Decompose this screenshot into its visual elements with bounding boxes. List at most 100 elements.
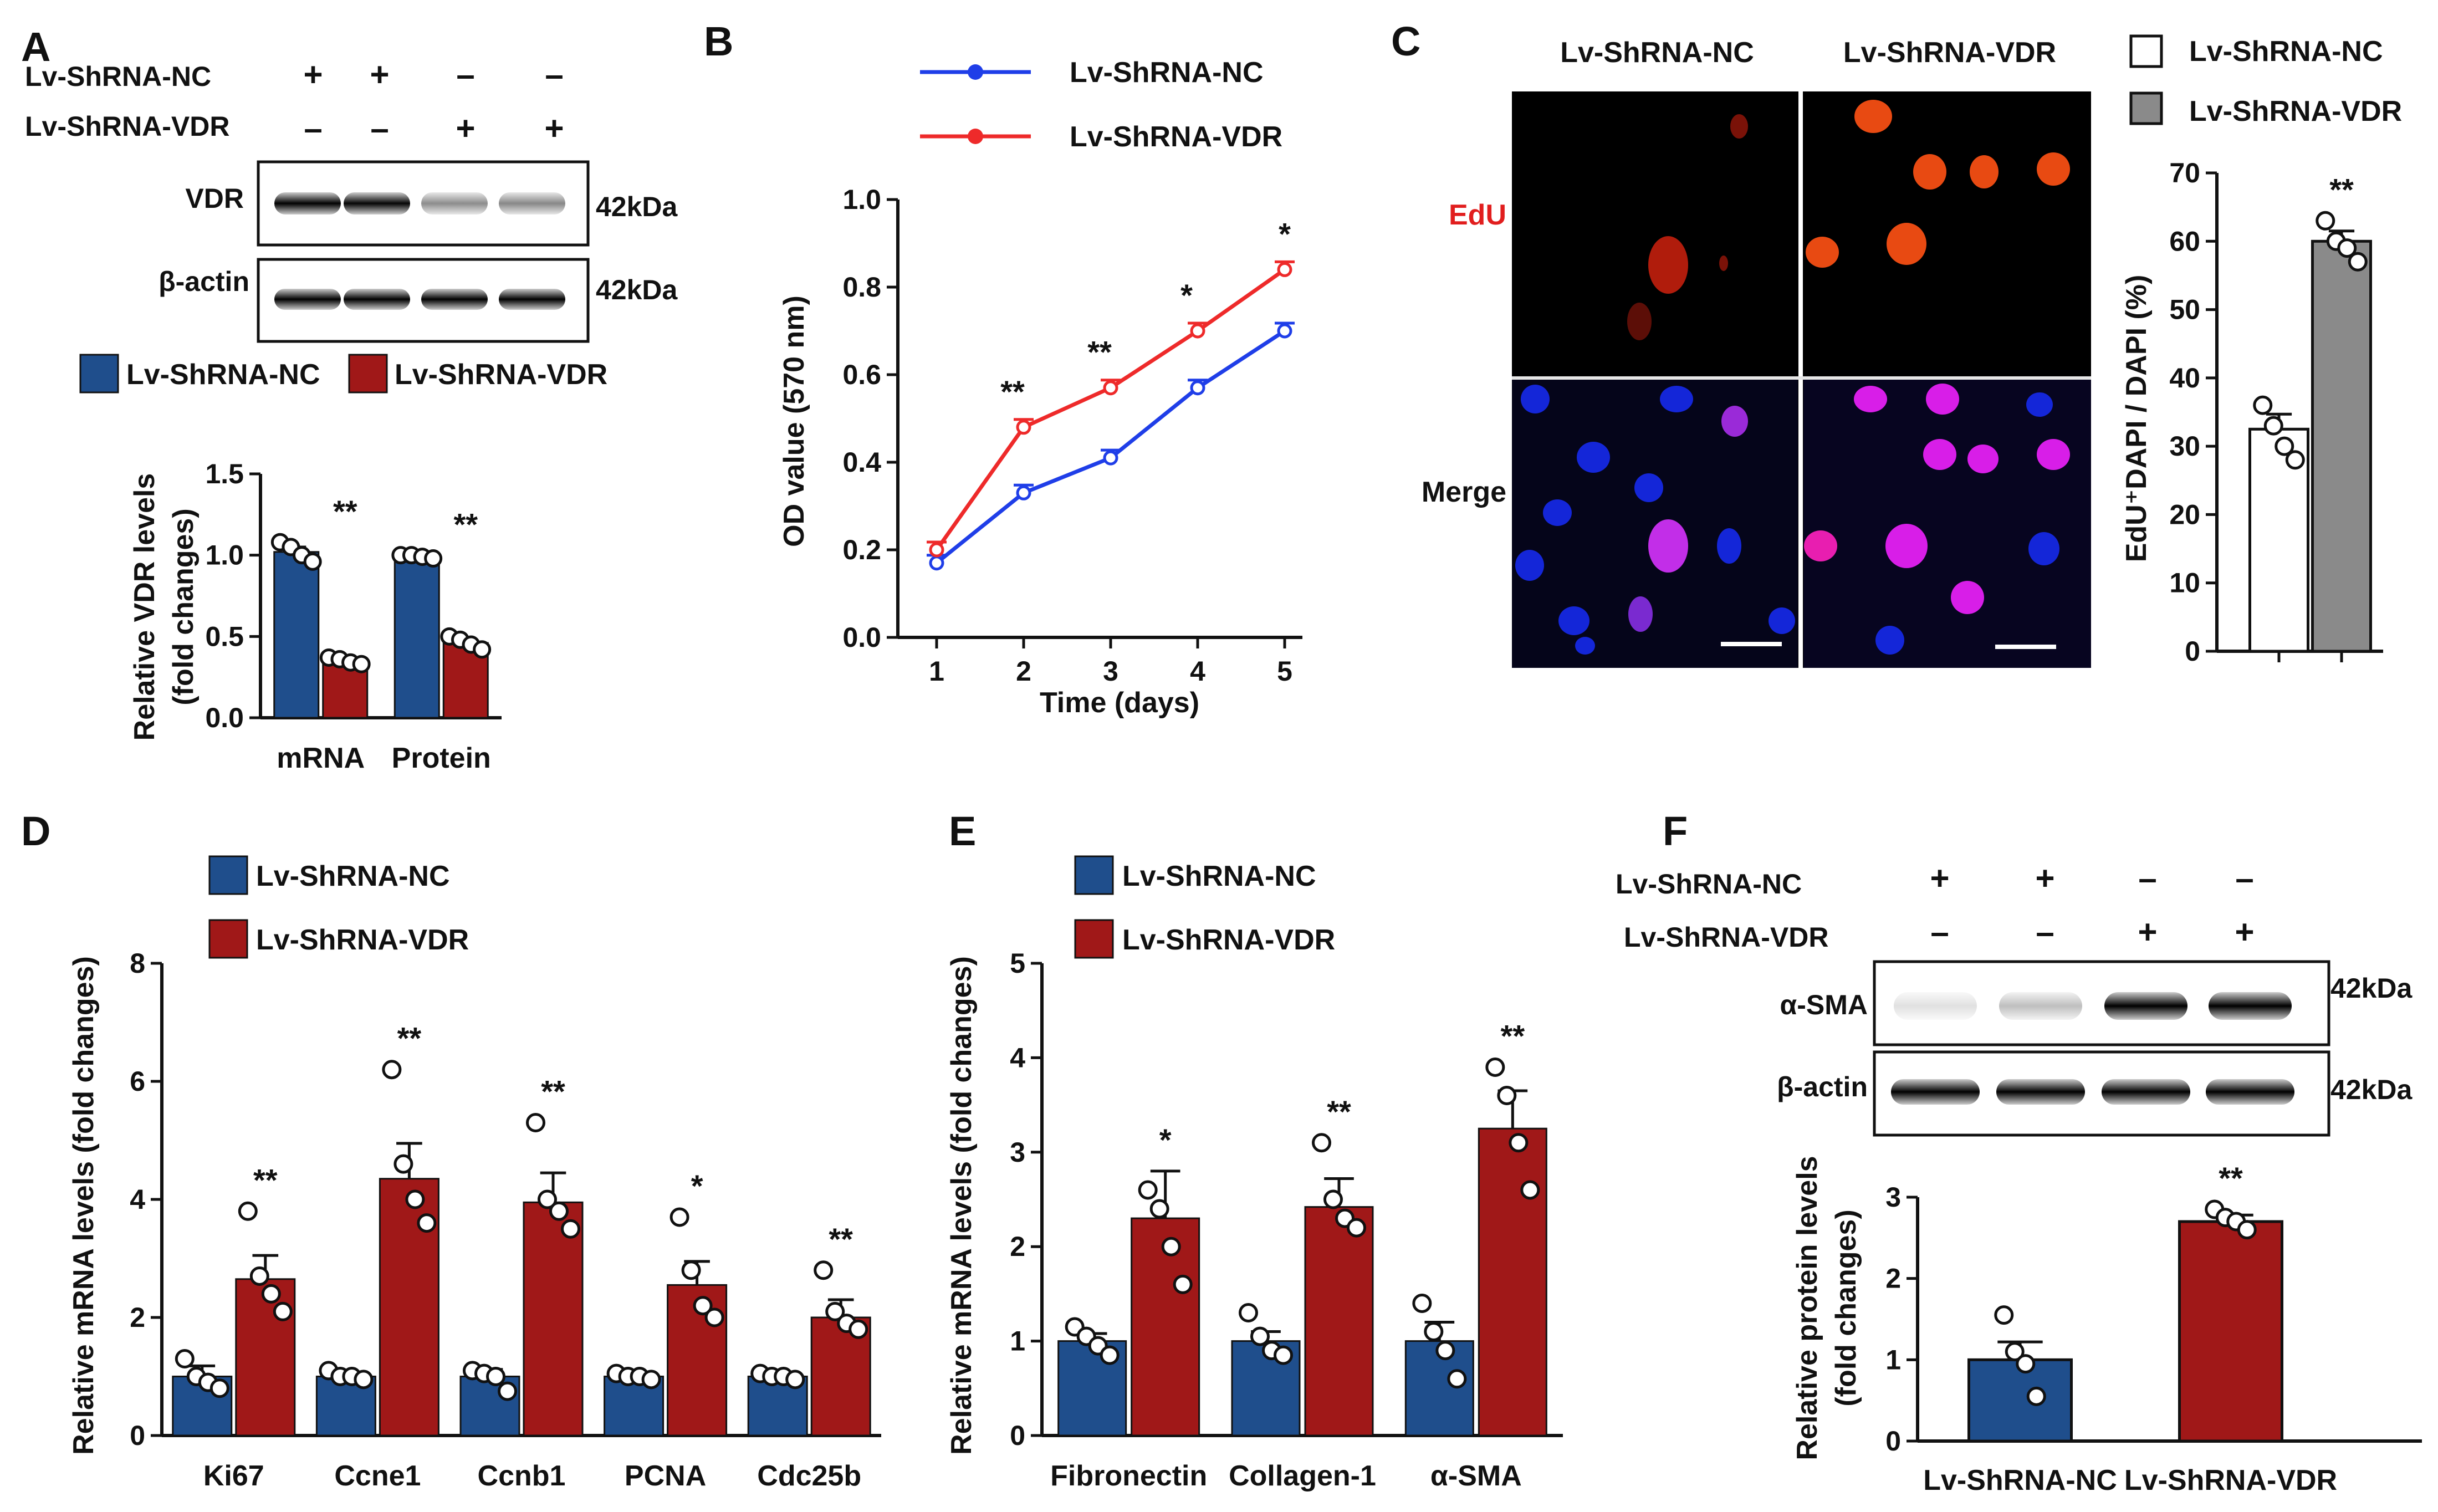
panel-a-vdr-band	[499, 192, 565, 214]
panel-f-blot: Lv-ShRNA-NC Lv-ShRNA-VDR + + – – – – + +…	[1616, 860, 2413, 1137]
panel-a-kda-vdr: 42kDa	[596, 191, 678, 222]
panel-c-data-point	[2275, 436, 2294, 456]
panel-a-legend-swatch-nc	[79, 354, 119, 394]
panel-a-x-tick-label: Protein	[392, 742, 491, 774]
panel-a-legend-swatch-vdr	[348, 354, 388, 394]
panel-letter-d: D	[21, 808, 50, 854]
panel-d-data-point	[175, 1349, 195, 1369]
panel-e-data-point	[1239, 1302, 1258, 1322]
panel-a-vdr-bands	[274, 192, 565, 214]
panel-e-bar	[1478, 1127, 1547, 1437]
panel-c-plot-area: 0 10 20 30 40 50 60 70 **	[2169, 157, 2383, 667]
panel-a-actin-band	[421, 289, 488, 310]
panel-d-data-point	[693, 1296, 713, 1316]
panel-d-x-tick-label: Ccnb1	[478, 1460, 566, 1492]
panel-f-y-tick-label: 3	[1885, 1182, 1901, 1213]
panel-a-blot-label-actin: β-actin	[159, 266, 249, 297]
panel-a-bar	[393, 556, 440, 719]
panel-c-y-tick-label: 60	[2169, 226, 2200, 257]
panel-a-plot-area: 0.0 0.5 1.0 1.5 ** mRNA ** Protein	[205, 458, 502, 774]
panel-a-data-point	[473, 640, 492, 659]
panel-a-bar	[273, 551, 320, 719]
panel-f-sma-band	[1894, 992, 1977, 1020]
panel-c-image-edu-vdr	[1806, 100, 2070, 268]
panel-a-row-label-vdr: Lv-ShRNA-VDR	[25, 111, 229, 142]
panel-d-significance: *	[691, 1168, 703, 1203]
panel-f-blot-label-actin: β-actin	[1777, 1071, 1868, 1102]
panel-e-significance: **	[1327, 1094, 1351, 1129]
panel-c-legend-swatch-vdr	[2129, 91, 2163, 125]
panel-a-blot-label-vdr: VDR	[185, 183, 244, 214]
panel-f-actin-band	[2206, 1079, 2294, 1105]
panel-b-y-tick-label: 0.4	[842, 447, 881, 478]
panel-f-actin-band	[2102, 1079, 2190, 1105]
panel-b-legend-vdr: Lv-ShRNA-VDR	[1070, 121, 1282, 153]
panel-c-legend-vdr: Lv-ShRNA-VDR	[2189, 95, 2402, 127]
panel-f-sma-bands	[1894, 992, 2292, 1020]
panel-e-bar	[1057, 1340, 1127, 1437]
panel-f-row-label-vdr: Lv-ShRNA-VDR	[1624, 922, 1828, 953]
panel-f-actin-band	[1996, 1079, 2085, 1105]
panel-d-significance: **	[829, 1222, 853, 1256]
panel-f-x-tick-label: Lv-ShRNA-VDR	[2124, 1464, 2337, 1496]
panel-d-data-point	[209, 1378, 229, 1398]
panel-f-bar	[1967, 1358, 2073, 1443]
panel-d-data-point	[273, 1301, 293, 1321]
panel-f-nc-signs: + + – –	[1930, 860, 2253, 897]
panel-f-data-point	[2016, 1354, 2036, 1374]
panel-f-sma-band	[2209, 992, 2292, 1020]
panel-b-data-point	[929, 542, 944, 558]
panel-a-vdr-sign: +	[544, 110, 564, 147]
panel-e-data-point	[1323, 1189, 1343, 1209]
panel-e-significance: *	[1159, 1122, 1172, 1157]
panel-b-legend: Lv-ShRNA-NC Lv-ShRNA-VDR	[920, 57, 1282, 153]
panel-d-data-point	[849, 1319, 868, 1339]
panel-c-y-tick-label: 30	[2169, 431, 2200, 462]
panel-e-data-point	[1250, 1326, 1270, 1346]
panel-e-data-point	[1435, 1341, 1455, 1361]
panel-c-y-tick-label: 40	[2169, 362, 2200, 394]
panel-d-x-tick-label: Ccne1	[334, 1460, 421, 1492]
panel-a-actin-band	[344, 289, 410, 310]
panel-c-col-label-nc: Lv-ShRNA-NC	[1560, 37, 1754, 69]
panel-c-image-edu-nc	[1627, 114, 1748, 340]
panel-d-y-tick-label: 0	[130, 1420, 145, 1451]
panel-a-bar-chart: 0.0 0.5 1.0 1.5 ** mRNA ** Protein Relative VDR…	[129, 458, 502, 774]
panel-b-y-tick-label: 0.2	[842, 534, 881, 565]
panel-c-data-point	[2337, 238, 2357, 258]
panel-e-data-point	[1100, 1345, 1120, 1365]
panel-e-x-tick-label: Collagen-1	[1229, 1460, 1376, 1492]
panel-a-significance: **	[453, 507, 478, 542]
panel-d-data-point	[498, 1381, 517, 1401]
panel-b-legend-nc: Lv-ShRNA-NC	[1070, 57, 1264, 89]
panel-d-bar-chart: 0 2 4 6 8 ** Ki67 ** Ccne1 ** Ccnb1 * PCNA ** Cdc25b R…	[68, 948, 881, 1492]
panel-letter-f: F	[1663, 808, 1688, 854]
panel-b-y-tick-label: 0.0	[842, 622, 881, 653]
panel-c-bar	[2311, 239, 2372, 653]
panel-f-vdr-sign: –	[1930, 913, 1949, 951]
panel-b-significance: *	[1279, 216, 1291, 251]
panel-a-nc-sign: –	[456, 56, 474, 93]
panel-c-scale-bar-nc	[1721, 642, 1782, 646]
panel-f-ylabel-2: (fold changes)	[1830, 1209, 1862, 1406]
panel-b-significance: **	[1087, 335, 1112, 370]
panel-d-data-point	[354, 1370, 374, 1390]
panel-d-y-tick-label: 6	[130, 1066, 145, 1097]
panel-c-col-label-vdr: Lv-ShRNA-VDR	[1843, 37, 2056, 69]
panel-e-significance: **	[1501, 1018, 1525, 1053]
panel-b-significance: **	[1000, 374, 1025, 409]
panel-f-vdr-sign: –	[2036, 913, 2054, 951]
panel-c-bar-chart: 0 10 20 30 40 50 60 70 ** EdU⁺DAPI / DAPI (%)	[2120, 157, 2383, 667]
panel-e-plot-area: 0 1 2 3 4 5 * Fibronectin ** Collagen-1 ** α-SMA	[1010, 948, 1563, 1492]
panel-e-data-point	[1173, 1274, 1193, 1294]
panel-a-vdr-signs: – – + +	[304, 110, 564, 147]
panel-e-x-tick-label: α-SMA	[1430, 1460, 1522, 1492]
panel-c-microscopy: Lv-ShRNA-NC Lv-ShRNA-VDR EdU Merge	[1422, 37, 2091, 668]
panel-d-legend-vdr: Lv-ShRNA-VDR	[256, 924, 469, 956]
panel-d-data-point	[249, 1266, 269, 1286]
panel-c-image-merge-nc	[1512, 380, 1798, 668]
panel-c-scale-bar-vdr	[1995, 645, 2056, 649]
panel-a-vdr-sign: –	[304, 110, 322, 147]
panel-f-nc-sign: –	[2138, 860, 2156, 897]
panel-a-nc-sign: +	[303, 56, 323, 93]
